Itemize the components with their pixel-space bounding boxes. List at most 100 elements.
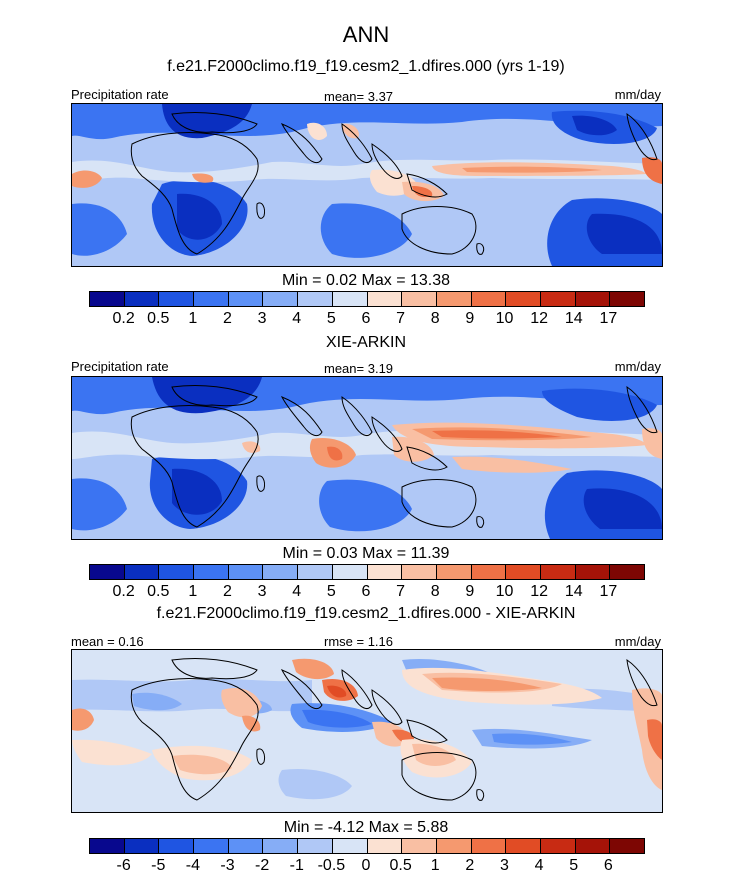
panel-3-colorbar-swatch [506, 839, 541, 853]
panel-3-colorbar-tick-label: 0 [361, 857, 371, 874]
panel-1-colorbar-swatch [506, 292, 541, 306]
panel-3-colorbar-swatch [540, 839, 576, 853]
panel-2-colorbar-tick-label: 2 [223, 583, 232, 600]
panel-3-colorbar-swatch [332, 839, 368, 853]
panel-3-colorbar-swatch [471, 839, 507, 853]
panel-1-colorbar-tick-label: 14 [564, 310, 583, 327]
panel-3-colorbar-swatch [367, 839, 403, 853]
panel-1-colorbar-tick-label: 17 [599, 310, 618, 327]
panel-2-colorbar-tick-label: 9 [465, 583, 475, 600]
panel-3-colorbar-tick-label: -4 [185, 857, 200, 874]
panel-2-colorbar-tick-label: 17 [599, 583, 618, 600]
panel-3-colorbar-swatch [90, 839, 125, 853]
panel-1-colorbar-tick-label: 12 [530, 310, 549, 327]
panel-1-colorbar-swatch [124, 292, 160, 306]
panel-1-colorbar-tick-label: 7 [396, 310, 406, 327]
panel-2-colorbar-tick-label: 0.2 [112, 583, 135, 600]
panel-3-colorbar-tick-label: -5 [151, 857, 166, 874]
panel-2-variable-label: Precipitation rate [71, 359, 169, 374]
panel-1-colorbar-tick-label: 6 [361, 310, 371, 327]
panel-3-colorbar-swatch [402, 839, 437, 853]
panel-3-colorbar-swatch [298, 839, 333, 853]
panel-1-colorbar-swatch [159, 292, 195, 306]
panel-2-colorbar-swatch [367, 565, 403, 579]
main-title: ANN [342, 22, 390, 47]
panel-3-colorbar-tick-label: -1 [289, 857, 304, 874]
panel-3-mean-label: mean = 0.16 [71, 634, 144, 649]
panel-3-colorbar-swatch [610, 839, 644, 853]
panel-2-colorbar-ticks: 0.2 0.5 1 2 3 4 5 6 7 8 9 10 12 14 17 [89, 583, 643, 603]
panel-1-colorbar-swatch [471, 292, 507, 306]
panel-3-colorbar-swatch [228, 839, 264, 853]
panel-1-colorbar-tick-label: 3 [257, 310, 267, 327]
panel-2-colorbar-tick-label: 7 [396, 583, 406, 600]
panel-3-colorbar-tick-label: -6 [116, 857, 131, 874]
panel-3-units-label: mm/day [614, 634, 661, 649]
panel-1-mean-label: mean= 3.37 [324, 89, 394, 104]
panel-1-colorbar-tick-label: 5 [326, 310, 336, 327]
panel-2-colorbar-swatch [471, 565, 507, 579]
panel-3-colorbar-tick-label: 4 [534, 857, 544, 874]
panel-1-colorbar-tick-label: 0.5 [147, 310, 170, 327]
panel-3-colorbar [89, 838, 645, 854]
panel-2-colorbar-swatch [540, 565, 576, 579]
panel-1-colorbar-tick-label: 8 [430, 310, 440, 327]
panel-3-colorbar-tick-label: -2 [255, 857, 270, 874]
panel-1-title: f.e21.F2000climo.f19_f19.cesm2_1.dfires.… [167, 58, 565, 75]
panel-3-min-max: Min = -4.12 Max = 5.88 [283, 819, 449, 836]
panel-2-colorbar-swatch [228, 565, 264, 579]
panel-1-colorbar-swatch [263, 292, 299, 306]
panel-2-colorbar-swatch [298, 565, 333, 579]
panel-1-colorbar-tick-label: 9 [465, 310, 475, 327]
panel-2-colorbar-tick-label: 0.5 [147, 583, 170, 600]
panel-2-colorbar-tick-label: 3 [257, 583, 267, 600]
panel-1-map [71, 103, 663, 267]
panel-3-colorbar-tick-label: 1 [430, 857, 440, 874]
panel-3-colorbar-tick-label: 3 [500, 857, 509, 874]
panel-2-colorbar-swatch [124, 565, 160, 579]
panel-2-colorbar-tick-label: 4 [292, 583, 302, 600]
panel-1-colorbar-swatch [228, 292, 264, 306]
panel-3-colorbar-tick-label: 5 [569, 857, 579, 874]
panel-3-colorbar-tick-label: 0.5 [389, 857, 412, 874]
panel-1-colorbar-swatch [575, 292, 611, 306]
panel-3-colorbar-swatch [436, 839, 472, 853]
panel-2-colorbar-swatch [506, 565, 541, 579]
panel-1-units-label: mm/day [614, 87, 661, 102]
panel-3-colorbar-tick-label: 6 [603, 857, 613, 874]
panel-3-colorbar-swatch [575, 839, 611, 853]
panel-2-colorbar-tick-label: 1 [188, 583, 198, 600]
panel-2-colorbar-tick-label: 14 [564, 583, 583, 600]
panel-1-colorbar-swatch [194, 292, 229, 306]
panel-3-colorbar-swatch [124, 839, 160, 853]
panel-2-colorbar-swatch [436, 565, 472, 579]
panel-1-colorbar-swatch [610, 292, 644, 306]
panel-3-colorbar-tick-label: -0.5 [317, 857, 346, 874]
panel-3-colorbar-tick-label: 2 [465, 857, 475, 874]
panel-2-mean-label: mean= 3.19 [324, 361, 394, 376]
panel-2-colorbar-tick-label: 10 [495, 583, 514, 600]
panel-3-title: f.e21.F2000climo.f19_f19.cesm2_1.dfires.… [156, 605, 576, 622]
panel-1-colorbar-swatch [540, 292, 576, 306]
panel-2-colorbar-tick-label: 8 [430, 583, 440, 600]
panel-2-colorbar-swatch [159, 565, 195, 579]
panel-2-colorbar-tick-label: 5 [326, 583, 336, 600]
panel-1-colorbar-swatch [436, 292, 472, 306]
panel-3-map [71, 649, 663, 813]
panel-1-colorbar-swatch [367, 292, 403, 306]
panel-3-colorbar-swatch [159, 839, 195, 853]
panel-1-colorbar-swatch [90, 292, 125, 306]
panel-1-colorbar-tick-label: 10 [495, 310, 514, 327]
panel-1-colorbar-tick-label: 1 [188, 310, 198, 327]
panel-2-colorbar-swatch [402, 565, 437, 579]
panel-2-min-max: Min = 0.03 Max = 11.39 [282, 545, 450, 562]
panel-2-colorbar-swatch [332, 565, 368, 579]
panel-3-colorbar-swatch [194, 839, 229, 853]
panel-3-rmse-label: rmse = 1.16 [324, 634, 394, 649]
panel-1-variable-label: Precipitation rate [71, 87, 169, 102]
panel-2-colorbar-tick-label: 6 [361, 583, 371, 600]
panel-2-units-label: mm/day [614, 359, 661, 374]
panel-3-colorbar-ticks: -6 -5 -4 -3 -2 -1 -0.5 0 0.5 1 2 3 4 5 6 [89, 857, 643, 877]
panel-2-colorbar-swatch [194, 565, 229, 579]
panel-1-colorbar-tick-label: 0.2 [112, 310, 135, 327]
